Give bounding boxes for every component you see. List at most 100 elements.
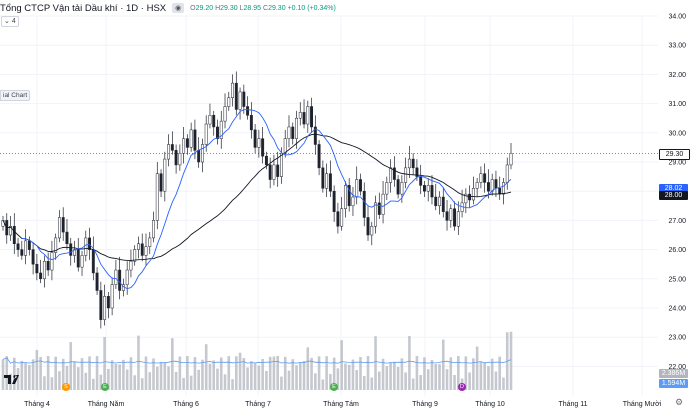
- side-panel-tab[interactable]: ial Chart: [0, 90, 31, 101]
- y-tick-label: 30.00: [668, 130, 686, 137]
- candle-up: [490, 179, 494, 192]
- gear-icon[interactable]: ⚙: [675, 397, 684, 407]
- volume-bar: [137, 335, 140, 390]
- candle-up: [295, 117, 298, 139]
- eye-icon[interactable]: ◉: [172, 3, 185, 13]
- candle-up: [385, 182, 389, 195]
- volume-bar: [235, 356, 238, 390]
- candle-up: [505, 164, 509, 183]
- candle-down: [302, 112, 306, 125]
- volume-bar: [118, 364, 121, 390]
- candle-up: [155, 173, 159, 221]
- volume-bar: [366, 356, 370, 390]
- candle-up: [438, 196, 441, 207]
- candle-up: [509, 152, 513, 166]
- tradingview-logo-icon[interactable]: [4, 374, 22, 386]
- candle-down: [46, 261, 50, 271]
- volume-bar: [310, 357, 313, 390]
- x-tick-label: Tháng 9: [412, 401, 438, 408]
- candle-up: [283, 138, 287, 154]
- volume-tag: 2.386M: [659, 369, 688, 378]
- volume-bar: [20, 360, 24, 390]
- volume-bar: [110, 360, 114, 390]
- candle-up: [464, 193, 468, 204]
- candle-up: [298, 112, 302, 119]
- candle-up: [257, 138, 261, 148]
- event-earnings-marker[interactable]: E: [101, 383, 109, 391]
- candle-up: [471, 188, 475, 201]
- candle-up: [148, 237, 152, 247]
- candle-down: [185, 138, 189, 148]
- candle-down: [65, 231, 69, 245]
- volume-bar: [65, 365, 69, 390]
- volume-bar: [445, 369, 449, 390]
- candle-up: [182, 138, 186, 154]
- volume-bar: [272, 356, 276, 390]
- y-tick-label: 23.00: [668, 335, 686, 342]
- volume-bar: [404, 372, 407, 390]
- candle-up: [9, 225, 12, 236]
- volume-bar: [208, 363, 212, 390]
- candle-up: [407, 158, 411, 169]
- volume-bar: [193, 357, 197, 390]
- volume-bar: [171, 338, 174, 390]
- symbol-title[interactable]: Tổng CTCP Vận tải Dầu khí · 1D · HSX: [0, 2, 167, 14]
- volume-bar: [490, 358, 494, 390]
- event-dividend-marker[interactable]: D: [458, 383, 466, 391]
- volume-bar: [73, 361, 76, 390]
- candle-down: [99, 290, 103, 320]
- price-tag-ma-long: 28.00: [659, 191, 688, 201]
- candle-up: [80, 255, 84, 268]
- volume-bar: [5, 356, 9, 390]
- candle-down: [264, 155, 268, 166]
- candle-up: [287, 126, 291, 139]
- candle-down: [234, 82, 238, 110]
- volume-bar: [415, 356, 419, 390]
- candle-down: [216, 126, 219, 139]
- candle-up: [343, 185, 347, 209]
- volume-bar: [174, 371, 178, 390]
- volume-bar: [219, 357, 223, 390]
- volume-bar: [298, 362, 302, 390]
- candle-up: [449, 208, 453, 221]
- volume-bar: [182, 377, 185, 390]
- candle-down: [359, 179, 362, 192]
- candle-up: [502, 182, 505, 195]
- chart-header: Tổng CTCP Vận tải Dầu khí · 1D · HSX ◉ O…: [0, 1, 336, 15]
- volume-bar: [487, 366, 490, 390]
- volume-bar: [377, 371, 381, 390]
- candle-down: [91, 249, 95, 274]
- candlestick-series: [1, 71, 513, 329]
- volume-bar: [250, 361, 253, 390]
- volume-bar: [95, 356, 99, 390]
- candle-down: [174, 150, 178, 166]
- volume-bar: [114, 363, 118, 390]
- volume-bar: [125, 369, 129, 390]
- volume-bar: [58, 371, 61, 390]
- candle-down: [20, 249, 24, 256]
- ma-short-line: [21, 109, 512, 290]
- event-earnings-marker[interactable]: E: [330, 383, 338, 391]
- x-tick-label: Tháng 6: [173, 401, 199, 408]
- volume-bar: [1, 359, 5, 390]
- candle-up: [137, 243, 140, 250]
- volume-bar: [61, 358, 65, 390]
- candle-down: [118, 269, 122, 291]
- event-split-marker[interactable]: S: [62, 383, 70, 391]
- volume-bar: [133, 375, 137, 390]
- candle-down: [31, 249, 35, 265]
- candle-down: [392, 167, 396, 180]
- candle-down: [39, 272, 43, 280]
- volume-bar: [204, 344, 208, 390]
- candle-down: [321, 167, 325, 189]
- volume-bar: [148, 372, 152, 390]
- candle-down: [16, 243, 20, 250]
- candle-down: [76, 249, 80, 268]
- volume-bar: [423, 357, 426, 390]
- candle-up: [389, 167, 393, 183]
- candle-down: [332, 190, 336, 212]
- candle-down: [313, 126, 317, 145]
- collapse-indicators-button[interactable]: ⌄ 4: [1, 16, 19, 27]
- volume-bar: [129, 357, 133, 390]
